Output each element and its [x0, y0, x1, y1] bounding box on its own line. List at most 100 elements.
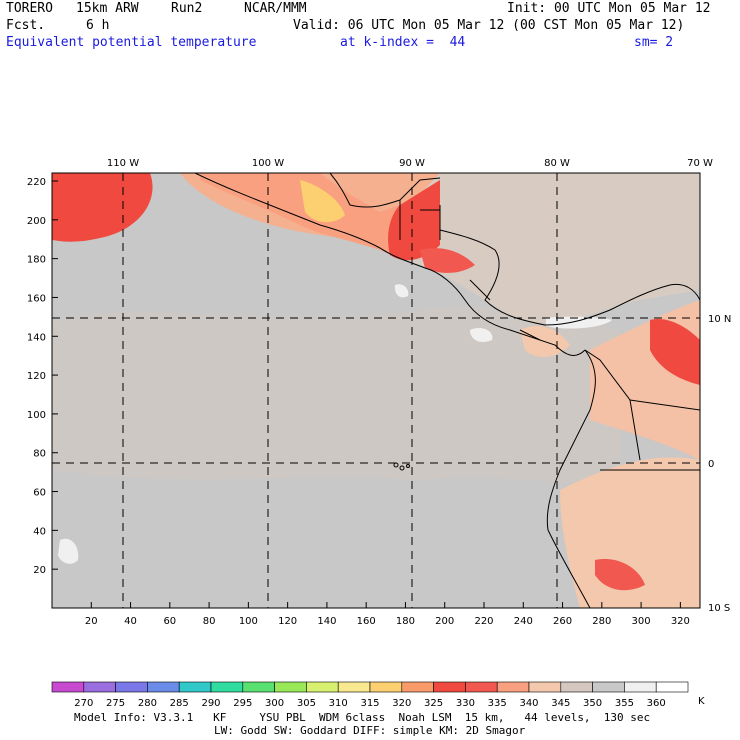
- colorbar-swatch: [147, 681, 180, 693]
- pacific-coastline-central-america: [194, 173, 586, 356]
- country-borders: [399, 200, 700, 471]
- warm-spot-yellow: [300, 180, 345, 223]
- x-tick-label: 300: [632, 616, 651, 627]
- y-tick-label: 60: [33, 488, 46, 499]
- colorbar-swatch: [51, 681, 85, 693]
- colorbar-swatch: [210, 681, 244, 693]
- colorbar-swatch: [274, 681, 307, 693]
- colorbar-unit: K: [698, 696, 705, 707]
- x-tick-label: 320: [671, 616, 690, 627]
- cool-spot-north: [394, 284, 409, 298]
- x-tick-label: 20: [85, 616, 98, 627]
- organization: NCAR/MMM: [244, 1, 307, 16]
- colorbar-swatch: [592, 681, 625, 693]
- cool-spot-sw: [58, 538, 79, 564]
- y-tick-label: 140: [27, 332, 46, 343]
- coastlines: [194, 173, 700, 608]
- lat-label-equator: 0: [708, 459, 714, 470]
- colorbar-swatch: [496, 681, 530, 693]
- x-tick-label: 220: [474, 616, 493, 627]
- lat-label-10n: 10 N: [708, 314, 731, 325]
- smoothing: sm= 2: [634, 35, 674, 50]
- colorbar-label: 325: [424, 698, 443, 709]
- colorbar-label: 280: [138, 698, 157, 709]
- cool-spot-caribbean: [546, 316, 612, 329]
- colorbar-label: 310: [329, 698, 348, 709]
- valid-time: Valid: 06 UTC Mon 05 Mar 12 (00 CST Mon …: [293, 18, 685, 33]
- lon-label-80w: 80 W: [544, 158, 570, 169]
- y-tick-label: 20: [33, 565, 46, 576]
- colorbar-label: 330: [456, 698, 475, 709]
- colorbar-label: 355: [615, 698, 634, 709]
- lat-label-10s: 10 S: [708, 603, 730, 614]
- hot-region-west: [52, 173, 153, 242]
- x-tick-label: 160: [357, 616, 376, 627]
- colorbar-swatch: [401, 681, 434, 693]
- y-tick-label: 200: [27, 216, 46, 227]
- y-tick-label: 80: [33, 449, 46, 460]
- lat-lon-grid: [52, 173, 700, 608]
- y-tick-label: 160: [27, 293, 46, 304]
- x-tick-label: 40: [124, 616, 137, 627]
- hot-region-venezuela: [650, 319, 700, 385]
- galapagos-island-2: [399, 465, 405, 471]
- colorbar-swatch: [560, 681, 593, 693]
- colorbar-label: 300: [265, 698, 284, 709]
- colorbar-label: 295: [233, 698, 252, 709]
- y-tick-label: 180: [27, 255, 46, 266]
- colorbar-labels: 270 275 280 285 290 295 300 305 310 315 320 325 330 3…: [74, 698, 665, 709]
- x-tick-label: 100: [239, 616, 258, 627]
- colorbar-swatch: [624, 681, 657, 693]
- x-tick-label: 240: [514, 616, 533, 627]
- lon-label-70w: 70 W: [687, 158, 713, 169]
- y-tick-label: 100: [27, 410, 46, 421]
- x-tick-label: 200: [435, 616, 454, 627]
- galapagos-island-3: [406, 464, 410, 468]
- resolution: 15km ARW: [76, 1, 139, 16]
- colorbar-swatch: [242, 681, 275, 693]
- lon-label-90w: 90 W: [399, 158, 425, 169]
- colorbar-label: 345: [551, 698, 570, 709]
- colorbar-label: 290: [201, 698, 220, 709]
- y-axis: 20 40 60 80 100 120 140 160 180 200 220: [27, 177, 58, 576]
- caribbean-coastline: [439, 229, 700, 326]
- run-label: Run2: [171, 1, 203, 16]
- cool-spot-central: [470, 328, 493, 342]
- field-name: Equivalent potential temperature: [6, 35, 257, 50]
- colorbar-label: 320: [392, 698, 411, 709]
- x-tick-label: 280: [592, 616, 611, 627]
- map-border: [51, 172, 701, 609]
- colorbar-label: 275: [106, 698, 125, 709]
- colorbar-swatch: [528, 681, 562, 693]
- colorbar-swatch: [83, 681, 116, 693]
- lon-label-100w: 100 W: [252, 158, 284, 169]
- colorbar-swatch: [306, 681, 339, 693]
- colorbar-label: 335: [488, 698, 507, 709]
- y-tick-label: 220: [27, 177, 46, 188]
- colorbar-swatch: [178, 681, 212, 693]
- colorbar-swatch: [655, 681, 689, 693]
- forecast-label: Fcst.: [6, 18, 46, 33]
- forecast-hour: 6 h: [86, 18, 110, 33]
- x-axis: 20 40 60 80 100 120 140 160 180 200 220 240 260 280 30…: [85, 602, 690, 627]
- y-tick-label: 120: [27, 371, 46, 382]
- colorbar-label: 315: [360, 698, 379, 709]
- x-tick-label: 120: [278, 616, 297, 627]
- warm-band: [52, 307, 620, 483]
- colorbar-swatch: [465, 681, 498, 693]
- gulf-coastline: [329, 173, 441, 208]
- hot-region-guatemala: [388, 180, 440, 261]
- model-info-line2: LW: Godd SW: Goddard DIFF: simple KM: 2D…: [214, 724, 526, 737]
- colorbar-label: 360: [647, 698, 666, 709]
- init-time: Init: 00 UTC Mon 05 Mar 12: [507, 1, 711, 16]
- model-name: TORERO: [6, 1, 53, 16]
- x-tick-label: 260: [553, 616, 572, 627]
- map-field: [52, 173, 700, 608]
- colorbar-swatch: [337, 681, 371, 693]
- colorbar-label: 285: [170, 698, 189, 709]
- lon-label-110w: 110 W: [107, 158, 139, 169]
- model-info-line1: Model Info: V3.3.1 KF YSU PBL WDM 6class…: [74, 711, 651, 724]
- k-index: at k-index = 44: [340, 35, 466, 50]
- x-tick-label: 80: [203, 616, 216, 627]
